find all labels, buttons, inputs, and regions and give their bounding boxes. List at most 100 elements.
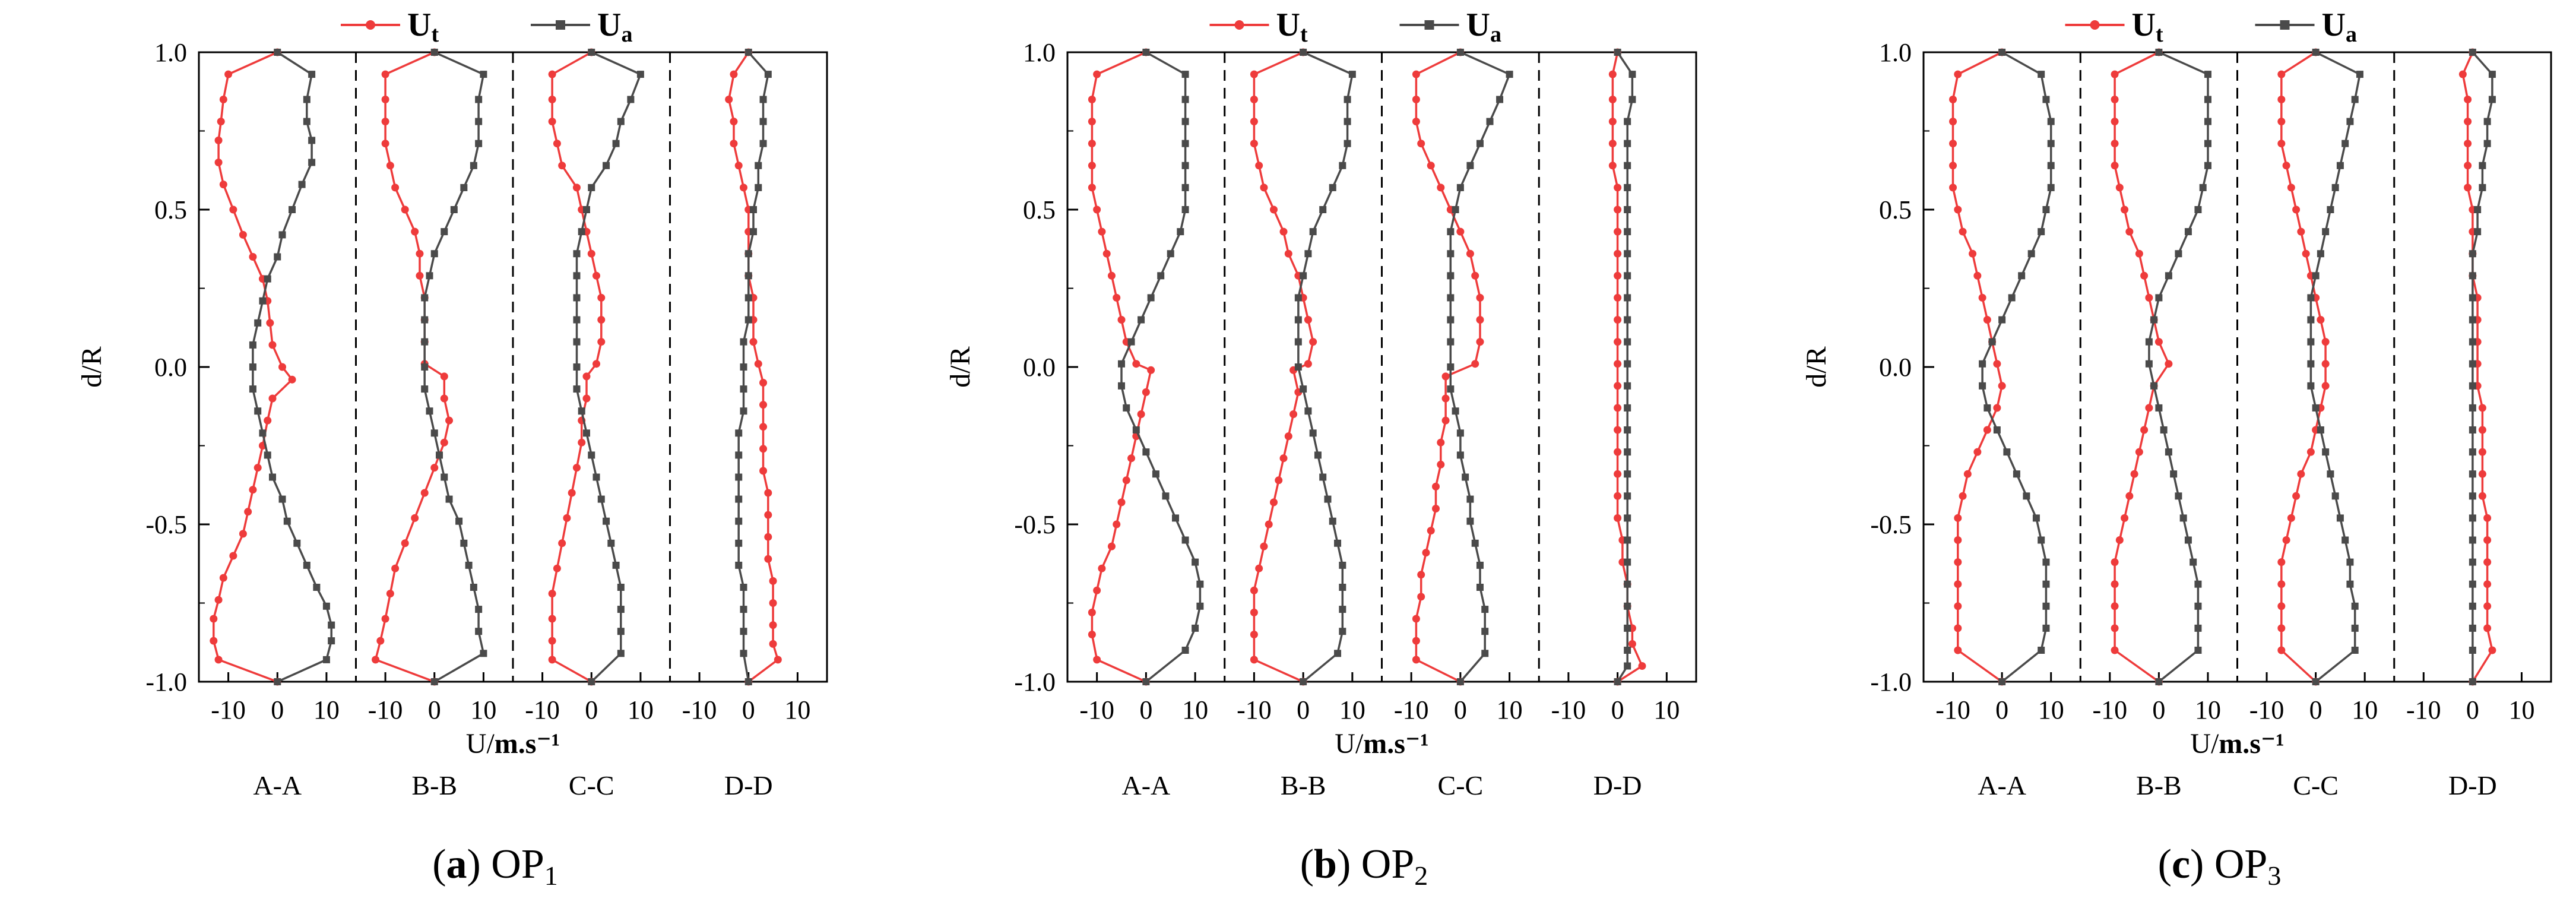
ua-point xyxy=(2469,470,2476,478)
ut-point xyxy=(1471,271,1479,280)
legend-ut-marker xyxy=(366,20,375,30)
ua-point xyxy=(2179,514,2187,522)
ua-point xyxy=(617,606,625,613)
ua-point xyxy=(1138,316,1145,324)
x-tick-label: -10 xyxy=(2406,695,2441,724)
ua-point xyxy=(1339,162,1346,169)
ut-point xyxy=(1608,162,1617,170)
ut-point xyxy=(1628,640,1636,648)
ut-point xyxy=(1093,70,1101,78)
x-tick-label: -10 xyxy=(1935,695,1970,724)
ut-point xyxy=(1466,249,1474,258)
ua-point xyxy=(755,162,762,169)
ua-point xyxy=(2150,382,2158,390)
ua-point xyxy=(2469,492,2476,500)
ua-point xyxy=(2469,558,2476,566)
ua-point xyxy=(1624,228,1631,236)
ut-point xyxy=(1954,646,1962,654)
ut-point xyxy=(1412,118,1420,126)
ut-point xyxy=(1250,631,1258,638)
ut-point xyxy=(1250,586,1258,594)
ua-line-a-a xyxy=(1981,51,2052,683)
ut-point xyxy=(734,162,743,170)
ut-point xyxy=(1949,162,1957,170)
ua-point xyxy=(2469,382,2476,390)
ua-point xyxy=(740,338,747,346)
ua-point xyxy=(1142,49,1150,56)
ut-point xyxy=(1614,293,1622,302)
ua-point xyxy=(2184,228,2192,236)
ut-point xyxy=(582,372,591,381)
ut-point xyxy=(372,656,380,664)
ua-point xyxy=(2351,624,2359,632)
ua-point xyxy=(2331,492,2339,500)
ut-point xyxy=(440,438,448,447)
ua-point xyxy=(1152,470,1159,478)
ua-point xyxy=(2488,71,2496,78)
ua-point xyxy=(588,49,595,56)
ua-point xyxy=(1624,558,1631,566)
ut-point xyxy=(278,363,287,371)
ua-point xyxy=(1624,514,1631,522)
ua-point xyxy=(603,162,610,169)
ut-point xyxy=(2483,514,2492,522)
ut-point xyxy=(2464,118,2472,126)
x-tick-label: 10 xyxy=(1182,695,1208,724)
ua-point xyxy=(278,495,286,503)
ut-point xyxy=(739,183,747,192)
legend-ua-label: Ua xyxy=(1466,7,1501,47)
ua-point xyxy=(2317,250,2324,258)
ua-point xyxy=(2469,514,2476,522)
ua-point xyxy=(475,628,483,635)
ut-point xyxy=(1122,476,1130,485)
ut-point xyxy=(2135,448,2143,456)
legend: Ut Ua xyxy=(2065,7,2357,47)
ut-point xyxy=(1250,608,1258,616)
ut-point xyxy=(769,640,777,648)
ua-point xyxy=(249,341,256,349)
ua-point xyxy=(2042,624,2050,632)
ut-point xyxy=(1954,536,1962,544)
legend-ua-marker xyxy=(556,20,565,30)
ut-point xyxy=(754,360,762,368)
ua-point xyxy=(2469,647,2476,654)
ua-point xyxy=(1979,382,1986,390)
ua-point xyxy=(264,275,271,283)
ua-point xyxy=(1447,363,1455,371)
ua-point xyxy=(2038,647,2045,654)
ua-point xyxy=(2155,404,2163,412)
ut-point xyxy=(381,118,389,126)
ua-point xyxy=(1142,448,1150,456)
ut-point xyxy=(2464,96,2472,103)
ua-point xyxy=(1329,517,1336,525)
ut-point xyxy=(568,489,576,497)
legend-ut-label: Ut xyxy=(407,7,439,47)
ua-point xyxy=(2307,294,2315,302)
ua-point xyxy=(264,451,271,459)
ut-point xyxy=(1088,631,1096,638)
ut-point xyxy=(1147,366,1155,374)
ut-point xyxy=(2277,118,2286,126)
x-tick-label: -10 xyxy=(525,695,560,724)
ut-point xyxy=(2115,536,2124,544)
ut-point xyxy=(1993,360,2001,368)
ua-point xyxy=(1624,382,1631,390)
ua-point xyxy=(2341,536,2349,544)
ua-point xyxy=(289,206,296,213)
ut-point xyxy=(1949,183,1957,192)
y-tick-label: 1.0 xyxy=(1879,38,1912,67)
ut-point xyxy=(592,271,601,280)
ua-point xyxy=(573,338,581,346)
ua-point xyxy=(2307,338,2315,346)
legend: Ut Ua xyxy=(341,7,632,47)
ut-point xyxy=(2140,271,2149,280)
ut-point xyxy=(2111,70,2119,78)
ua-point xyxy=(1339,561,1346,569)
ut-point xyxy=(1614,183,1622,192)
section-label-d-d: D-D xyxy=(2448,770,2497,800)
ua-point xyxy=(2469,426,2476,433)
ut-point xyxy=(268,341,277,349)
ua-point xyxy=(436,451,443,459)
ut-point xyxy=(249,253,257,261)
